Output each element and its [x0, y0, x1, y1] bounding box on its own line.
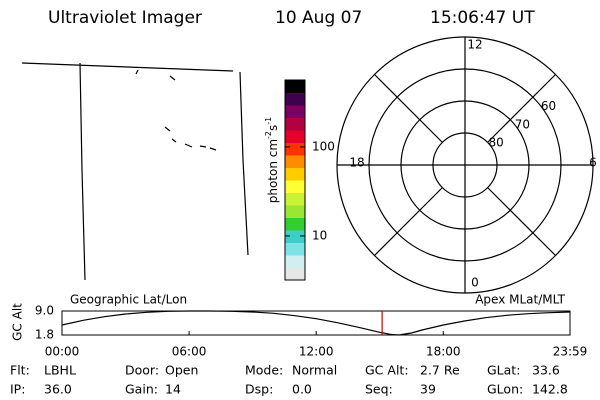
- colorbar-band: [285, 255, 305, 268]
- info-value: 142.8: [532, 382, 568, 397]
- map-line: [239, 71, 249, 256]
- polar-lat-label: 70: [515, 117, 530, 131]
- y-tick-label: 1.8: [35, 328, 54, 342]
- colorbar-band: [285, 155, 305, 168]
- map-line: [21, 62, 234, 72]
- x-tick-label: 06:00: [172, 345, 207, 359]
- info-label: Flt:: [10, 363, 30, 378]
- map-line: [79, 62, 86, 281]
- polar-diagonal: [374, 187, 443, 256]
- colorbar-band: [285, 80, 305, 93]
- info-value: 0.0: [292, 382, 312, 397]
- info-value: 2.7 Re: [420, 363, 460, 378]
- x-tick-label: 23:59: [553, 345, 588, 359]
- polar-mlt-label: 12: [467, 38, 482, 52]
- info-label: GLon:: [487, 382, 523, 397]
- colorbar-tick-label: 10: [312, 228, 327, 242]
- polar-lat-label: 60: [541, 99, 556, 113]
- altitude-right-title: Apex MLat/MLT: [475, 293, 565, 307]
- polar-lat-label: 80: [488, 136, 503, 150]
- info-value: 14: [165, 382, 181, 397]
- x-tick-label: 00:00: [45, 345, 80, 359]
- info-label: Dsp:: [245, 382, 273, 397]
- map-outline: [21, 62, 249, 281]
- polar-diagonal: [487, 74, 556, 143]
- altitude-ylabel: GC Alt: [11, 303, 25, 341]
- polar-diagonal: [374, 74, 443, 143]
- colorbar-band: [285, 130, 305, 143]
- y-tick-label: 9.0: [35, 304, 54, 318]
- altitude-curve: [61, 310, 571, 336]
- x-tick-label: 12:00: [299, 345, 334, 359]
- colorbar-band: [285, 192, 305, 206]
- info-value: 39: [420, 382, 436, 397]
- colorbar-band: [285, 180, 305, 193]
- colorbar-band: [285, 105, 305, 118]
- colorbar-band: [285, 92, 305, 106]
- colorbar-band: [285, 117, 305, 131]
- info-value: 36.0: [44, 382, 72, 397]
- colorbar-band: [285, 167, 305, 181]
- altitude-left-title: Geographic Lat/Lon: [70, 293, 187, 307]
- info-label: GC Alt:: [365, 363, 409, 378]
- polar-mlt-label: 0: [471, 276, 479, 290]
- title: Ultraviolet Imager: [48, 8, 202, 28]
- colorbar-label: photon cm-2s-1: [264, 117, 280, 204]
- polar-diagonal: [487, 187, 556, 256]
- info-label: IP:: [10, 382, 25, 397]
- colorbar-label-part: s: [266, 125, 280, 131]
- date: 10 Aug 07: [275, 8, 362, 28]
- polar-mlt-label: 6: [589, 156, 597, 170]
- colorbar-band: [285, 217, 305, 231]
- colorbar-tick-label: 100: [312, 139, 335, 153]
- info-value: LBHL: [44, 363, 76, 378]
- colorbar-band: [285, 267, 305, 281]
- x-tick-label: 18:00: [426, 345, 461, 359]
- colorbar-band: [285, 242, 305, 256]
- info-label: Gain:: [125, 382, 158, 397]
- info-value: Open: [165, 363, 198, 378]
- info-label: Mode:: [245, 363, 283, 378]
- info-label: GLat:: [487, 363, 520, 378]
- colorbar-frame: [284, 79, 306, 281]
- map-coast: [135, 69, 217, 151]
- colorbar-label-part: photon cm: [266, 139, 280, 203]
- colorbar-band: [285, 142, 305, 156]
- time: 15:06:47 UT: [430, 8, 535, 28]
- info-label: Door:: [125, 363, 159, 378]
- colorbar-band: [285, 205, 305, 218]
- info-value: Normal: [292, 363, 337, 378]
- info-label: Seq:: [365, 382, 393, 397]
- colorbar-label-part: -1: [264, 117, 273, 125]
- colorbar-label-part: -2: [264, 131, 273, 139]
- info-value: 33.6: [532, 363, 560, 378]
- polar-mlt-label: 18: [349, 156, 364, 170]
- colorbar-band: [285, 230, 305, 243]
